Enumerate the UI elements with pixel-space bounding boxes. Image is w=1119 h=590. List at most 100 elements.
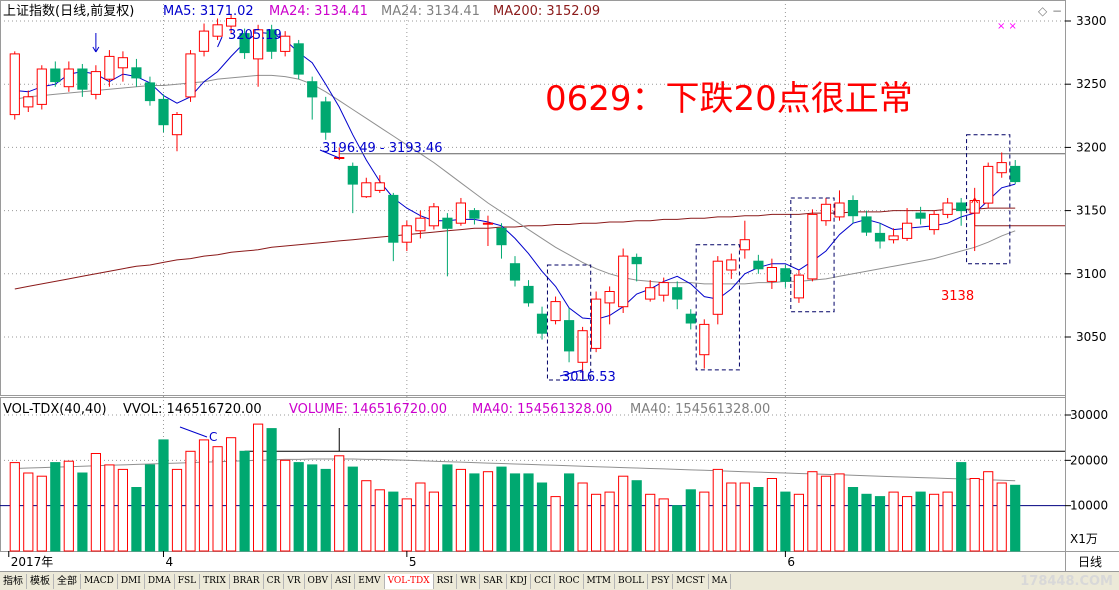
indicator-tab-bar: 指标 模板 全部 MACD DMI DMA FSL TRIX BRAR CR VR OBV ASI EMV… — [0, 571, 1119, 590]
volume-bar — [307, 464, 318, 552]
volume-bar — [861, 493, 872, 552]
candle-body — [942, 202, 953, 215]
candle-body — [482, 222, 494, 225]
candle-body — [793, 274, 804, 299]
volume-bar — [766, 478, 777, 552]
candle-body — [577, 330, 588, 363]
vvol-label: VVOL: 146516720.00 — [123, 402, 262, 417]
volume-bar — [347, 466, 358, 552]
volume-bar — [631, 480, 642, 552]
candle-body — [171, 114, 183, 136]
tab-trix[interactable]: TRIX — [200, 573, 230, 589]
volume-bar — [361, 480, 372, 552]
volume-bar — [509, 473, 521, 552]
tab-kdj[interactable]: KDJ — [507, 573, 532, 589]
support-arrow-head-right — [974, 197, 979, 204]
volume-bar — [415, 482, 426, 552]
volume-bar — [23, 472, 34, 552]
tab-vr[interactable]: VR — [284, 573, 305, 589]
annotation-headline: 0629：下跌20点很正常 — [545, 79, 913, 119]
tab-fsl[interactable]: FSL — [175, 573, 201, 589]
x-tick-label: 6 — [787, 555, 795, 569]
candle-body — [401, 225, 412, 243]
candle-body — [631, 256, 642, 265]
tab-dmi[interactable]: DMI — [118, 573, 145, 589]
minus-icon[interactable]: − — [1052, 4, 1062, 18]
tab-roc[interactable]: ROC — [555, 573, 584, 589]
tab-psy[interactable]: PSY — [648, 573, 674, 589]
volume-bar — [942, 491, 953, 552]
tab-sar[interactable]: SAR — [480, 573, 507, 589]
tab-mcst[interactable]: MCST — [673, 573, 709, 589]
volume-bar — [712, 468, 723, 552]
tab-boll[interactable]: BOLL — [615, 573, 649, 589]
tab-指标[interactable]: 指标 — [0, 573, 27, 589]
candle-body — [712, 260, 723, 315]
tab-全部[interactable]: 全部 — [54, 573, 81, 589]
volume-bar — [780, 491, 791, 552]
diamond-icon[interactable]: ◇ — [1038, 4, 1048, 18]
down-arrow-head-left — [92, 46, 97, 53]
candle-body — [36, 68, 47, 105]
candle-body — [726, 259, 737, 271]
candle-body — [293, 43, 304, 75]
volume-ma40-label-alt: MA40: 154561328.00 — [630, 402, 770, 417]
marker-icon: × × — [997, 21, 1017, 32]
volume-bar — [226, 437, 237, 552]
volume-tick-label: 30000 — [1070, 408, 1108, 422]
volume-bar — [428, 491, 439, 552]
candle-body — [144, 82, 156, 102]
volume-bar — [604, 491, 615, 552]
volume-bar — [739, 482, 750, 552]
volume-bar — [212, 446, 223, 552]
volume-bar — [104, 464, 115, 552]
volume-bar — [726, 482, 737, 552]
candle-body — [523, 285, 534, 304]
tab-cci[interactable]: CCI — [531, 573, 556, 589]
ma24-label-alt: MA24: 3134.41 — [381, 4, 480, 19]
tab-rsi[interactable]: RSI — [434, 573, 458, 589]
candle-body — [888, 235, 899, 241]
volume-bar — [320, 468, 331, 552]
candle-body — [198, 30, 210, 52]
marker-layer — [92, 33, 1011, 451]
volume-tick-label: 20000 — [1070, 453, 1108, 467]
tab-obv[interactable]: OBV — [305, 573, 333, 589]
ma5-label: MA5: 3171.02 — [163, 4, 254, 19]
candle-body — [672, 287, 683, 300]
candle-layer — [9, 14, 1021, 379]
tab-模板[interactable]: 模板 — [27, 573, 54, 589]
price-panel-border — [0, 0, 1066, 396]
volume-bar — [807, 471, 818, 552]
volume-bar — [455, 468, 466, 552]
tab-macd[interactable]: MACD — [81, 573, 118, 589]
volume-bar — [185, 450, 196, 552]
tab-emv[interactable]: EMV — [355, 573, 385, 589]
price-tick-label: 3150 — [1076, 204, 1107, 218]
grid-layer — [0, 0, 1065, 551]
tab-vol-tdx[interactable]: VOL-TDX — [384, 573, 434, 589]
volume-marker-c: C — [209, 430, 217, 444]
volume-bar — [550, 496, 561, 552]
tab-brar[interactable]: BRAR — [230, 573, 264, 589]
volume-bar — [915, 491, 926, 552]
tab-mtm[interactable]: MTM — [584, 573, 615, 589]
candle-body — [212, 24, 223, 37]
ma24-label: MA24: 3134.41 — [269, 4, 368, 19]
volume-label: VOLUME: 146516720.00 — [289, 402, 447, 417]
candle-body — [983, 165, 994, 204]
volume-bar — [374, 489, 385, 552]
volume-bar — [577, 482, 588, 552]
tab-ma[interactable]: MA — [709, 573, 732, 589]
candle-body — [753, 260, 764, 270]
tab-wr[interactable]: WR — [457, 573, 481, 589]
candle-body — [496, 227, 507, 246]
tab-asi[interactable]: ASI — [332, 573, 356, 589]
volume-bar — [482, 471, 494, 552]
pattern-box-mid — [695, 244, 740, 371]
tab-cr[interactable]: CR — [264, 573, 285, 589]
candle-body — [374, 182, 385, 191]
volume-bar — [334, 455, 345, 552]
candle-body — [645, 287, 656, 300]
tab-dma[interactable]: DMA — [145, 573, 175, 589]
